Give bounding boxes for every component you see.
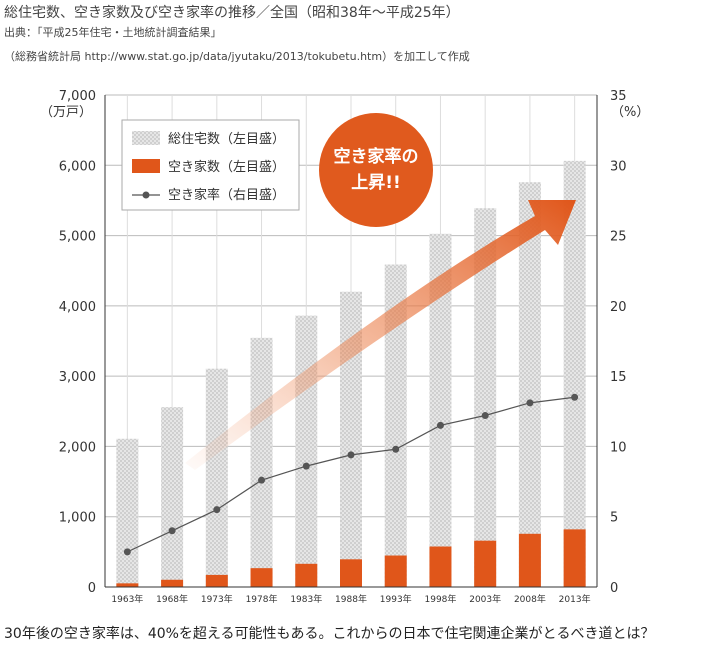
legend-label-total: 総住宅数（左目盛） [168, 132, 285, 147]
callout-line1: 空き家率の [334, 146, 419, 167]
bar-total-housing [295, 315, 318, 587]
bar-total-housing [161, 407, 184, 587]
bar-vacant-houses [295, 563, 318, 587]
x-tick-label: 2008年 [514, 593, 546, 605]
y-left-tick-label: 3,000 [59, 370, 96, 385]
legend-label-rate: 空き家率（右目盛） [168, 187, 285, 203]
y-left-tick-label: 0 [88, 581, 96, 596]
article-caption: 30年後の空き家率は、40%を超える可能性もある。これからの日本で住宅関連企業が… [4, 626, 655, 642]
x-tick-label: 1983年 [290, 593, 322, 605]
bar-total-housing [340, 291, 362, 587]
rate-point [481, 412, 489, 420]
bar-total-housing [518, 182, 541, 587]
y-left-tick-label: 6,000 [59, 159, 96, 174]
bar-vacant-houses [116, 583, 139, 587]
y-right-tick-label: 20 [610, 300, 627, 315]
rate-point [436, 421, 444, 429]
rate-point [168, 527, 176, 535]
rate-point [526, 399, 534, 407]
bar-total-housing [205, 368, 228, 587]
legend-swatch-total [132, 131, 160, 145]
y-left-tick-label: 1,000 [59, 511, 96, 526]
x-tick-label: 1998年 [425, 593, 457, 605]
y-left-tick-label: 7,000 [59, 89, 96, 104]
y-left-unit-label: （万戸） [40, 105, 92, 120]
y-right-tick-label: 25 [610, 230, 627, 245]
bar-vacant-houses [518, 533, 541, 587]
rate-point [392, 445, 400, 453]
y-left-tick-label: 4,000 [59, 300, 96, 315]
bar-total-housing [116, 438, 139, 587]
legend-swatch-vacant [132, 159, 160, 173]
trend-arrow [185, 200, 576, 470]
source-note: 出典：「平成25年住宅・土地統計調査結果」 [4, 26, 222, 39]
rate-point [123, 548, 131, 556]
bar-total-housing [563, 160, 586, 587]
rate-line [123, 393, 579, 556]
x-tick-label: 1993年 [380, 593, 412, 605]
y-left-tick-label: 5,000 [59, 230, 96, 245]
rate-point [213, 506, 221, 514]
x-tick-label: 1988年 [335, 593, 367, 605]
source-url-note: （総務省統計局 http://www.stat.go.jp/data/jyuta… [4, 50, 470, 63]
bar-vacant-houses [563, 529, 586, 587]
x-tick-label: 1963年 [111, 593, 143, 605]
axes: 0 1,000 2,000 3,000 4,000 5,000 6,000 7,000（万戸）… [40, 89, 649, 605]
callout-bubble: 空き家率の 上昇!! [319, 113, 433, 227]
bar-vacant-houses [340, 559, 362, 587]
callout-line2: 上昇!! [351, 173, 401, 193]
bar-vacant-houses [161, 579, 184, 587]
rate-point [571, 393, 579, 401]
y-right-tick-label: 0 [610, 581, 618, 596]
rate-point [302, 462, 310, 470]
y-right-tick-label: 10 [610, 440, 627, 455]
x-tick-label: 1973年 [201, 593, 233, 605]
bar-total-housing [474, 208, 497, 587]
bar-total-housing [250, 337, 273, 587]
x-tick-label: 1968年 [156, 593, 188, 605]
y-left-tick-label: 2,000 [59, 440, 96, 455]
bar-vacant-houses [429, 546, 452, 587]
legend: 総住宅数（左目盛） 空き家数（左目盛） 空き家率（右目盛） [121, 119, 300, 211]
callout-circle [319, 113, 433, 227]
bar-vacant-houses [384, 555, 407, 587]
bar-total-housing [429, 233, 452, 588]
x-tick-label: 2003年 [469, 593, 501, 605]
y-right-tick-label: 30 [610, 159, 627, 174]
legend-label-vacant: 空き家数（左目盛） [168, 159, 285, 175]
bar-total-housing [384, 264, 407, 587]
rate-point [258, 476, 266, 484]
y-right-tick-label: 35 [610, 89, 627, 104]
x-tick-label: 2013年 [559, 593, 591, 605]
y-right-tick-label: 15 [610, 370, 627, 385]
y-right-unit-label: （%） [611, 105, 649, 120]
rate-point [347, 451, 355, 459]
bar-vacant-houses [250, 568, 273, 587]
x-tick-label: 1978年 [246, 593, 278, 605]
housing-chart: 0 1,000 2,000 3,000 4,000 5,000 6,000 7,000（万戸）… [40, 89, 649, 605]
bar-vacant-houses [474, 540, 497, 587]
y-right-tick-label: 5 [610, 511, 618, 526]
bar-vacant-houses [205, 574, 228, 587]
legend-swatch-rate-dot [142, 191, 150, 199]
chart-title: 総住宅数、空き家数及び空き家率の推移／全国（昭和38年〜平成25年） [4, 5, 460, 21]
